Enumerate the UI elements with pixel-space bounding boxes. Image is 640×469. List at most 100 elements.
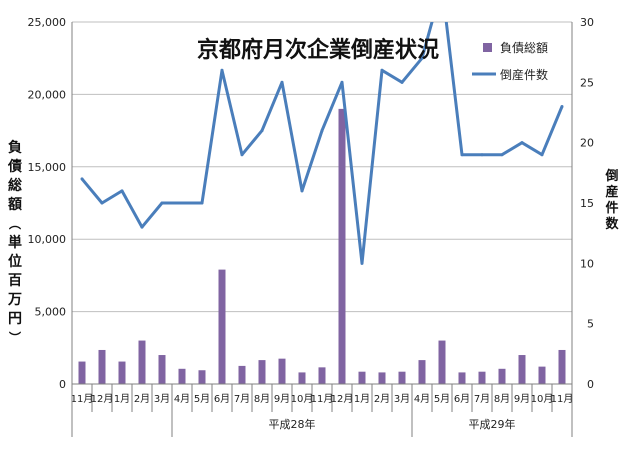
line-point (240, 153, 244, 157)
x-tick-label: 3月 (154, 393, 170, 405)
y-tick-left: 20,000 (28, 88, 67, 101)
x-tick-label: 5月 (434, 393, 450, 405)
bar (498, 368, 506, 384)
bar (158, 355, 166, 384)
group-label: 平成29年 (469, 417, 516, 431)
line-point (140, 225, 144, 229)
x-tick-label: 6月 (214, 393, 230, 405)
y-tick-right: 10 (580, 257, 594, 270)
y-tick-right: 30 (580, 16, 594, 29)
line-point (480, 153, 484, 157)
bar (358, 371, 366, 384)
x-tick-label: 10月 (291, 393, 314, 405)
line-series (80, 22, 564, 265)
x-tick-label: 8月 (254, 393, 270, 405)
bar (538, 366, 546, 384)
x-tick-label: 9月 (274, 393, 290, 405)
y-axis-label-right: 倒産件数 (604, 168, 619, 232)
chart-title: 京都府月次企業倒産状況 (197, 37, 439, 63)
line-point (420, 56, 424, 60)
bar (318, 367, 326, 384)
y-tick-right: 20 (580, 137, 594, 150)
bar (338, 108, 346, 384)
bar-series (78, 108, 566, 384)
line-point (80, 177, 84, 181)
axes: 0 5,000 10,000 15,000 20,000 25,000 0 5 10 15 20 25… (28, 16, 594, 437)
line-point (200, 201, 204, 205)
x-tick-label: 8月 (494, 393, 510, 405)
bar (458, 372, 466, 384)
bar (218, 269, 226, 384)
line-point (320, 129, 324, 133)
bar (118, 361, 126, 384)
x-tick-label: 7月 (234, 393, 250, 405)
gridlines (72, 21, 572, 313)
bar (378, 372, 386, 384)
y-tick-right: 25 (580, 76, 594, 89)
x-tick-label: 10月 (531, 393, 554, 405)
line-point (280, 80, 284, 84)
line-point (260, 129, 264, 133)
y-axis-label-left: 負債総額︵単位百万円︶ (7, 139, 22, 345)
bar (558, 349, 566, 384)
y-tick-left: 0 (59, 378, 66, 391)
x-tick-label: 1月 (354, 393, 370, 405)
x-tick-label: 11月 (551, 393, 574, 405)
legend-line-label: 倒産件数 (500, 67, 548, 82)
axis-title-text: 倒産件数 (604, 168, 619, 232)
bar (258, 360, 266, 384)
bar (238, 365, 246, 384)
line-point (360, 261, 364, 265)
line-point (120, 189, 124, 193)
line-point (300, 189, 304, 193)
y-tick-left: 15,000 (28, 161, 67, 174)
line-point (520, 141, 524, 145)
bar (198, 370, 206, 384)
y-tick-right: 5 (587, 318, 594, 331)
y-tick-right: 15 (580, 197, 594, 210)
line-point (380, 68, 384, 72)
x-tick-label: 4月 (414, 393, 430, 405)
x-tick-label: 12月 (331, 393, 354, 405)
line-point (540, 153, 544, 157)
bar (478, 371, 486, 384)
line-point (340, 80, 344, 84)
line-point (400, 80, 404, 84)
group-label: 平成28年 (269, 417, 316, 431)
bar (278, 358, 286, 384)
bar (98, 349, 106, 384)
line-point (560, 104, 564, 108)
bar (418, 360, 426, 384)
axis-title-text: 負債総額︵単位百万円︶ (7, 139, 22, 345)
bar (138, 340, 146, 384)
x-tick-label: 2月 (374, 393, 390, 405)
y-tick-left: 25,000 (28, 16, 67, 29)
x-tick-label: 3月 (394, 393, 410, 405)
x-tick-label: 11月 (71, 393, 94, 405)
bar (78, 361, 86, 384)
legend-bar-swatch (483, 43, 492, 52)
line-point (180, 201, 184, 205)
x-tick-label: 12月 (91, 393, 114, 405)
line-point (220, 68, 224, 72)
bar (438, 340, 446, 384)
x-tick-label: 1月 (114, 393, 130, 405)
x-tick-label: 6月 (454, 393, 470, 405)
bar (518, 355, 526, 384)
x-tick-label: 4月 (174, 393, 190, 405)
bar (298, 372, 306, 384)
line-point (500, 153, 504, 157)
y-tick-right: 0 (587, 378, 594, 391)
y-tick-left: 10,000 (28, 233, 67, 246)
x-tick-label: 2月 (134, 393, 150, 405)
line-point (460, 153, 464, 157)
bar (398, 371, 406, 384)
x-tick-label: 9月 (514, 393, 530, 405)
legend: 負債総額 倒産件数 (472, 40, 548, 82)
line-point (160, 201, 164, 205)
bar (178, 368, 186, 384)
y-tick-left: 5,000 (35, 306, 67, 319)
x-tick-label: 7月 (474, 393, 490, 405)
